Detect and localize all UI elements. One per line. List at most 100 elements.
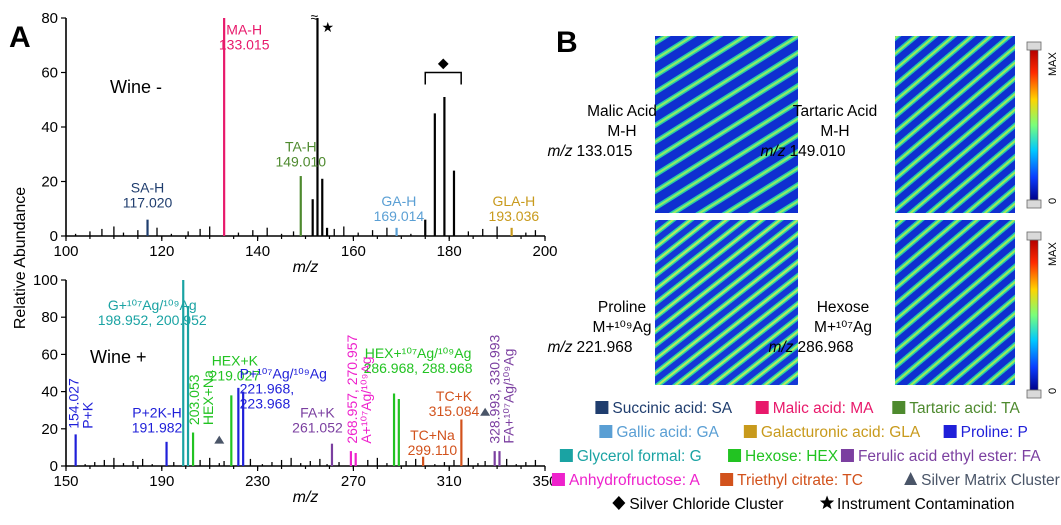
silver-matrix-triangle-icon: [480, 407, 491, 416]
peak-label-name: FA+¹⁰⁷Ag/¹⁰⁹Ag: [500, 349, 516, 444]
peak-label: G+¹⁰⁷Ag/¹⁰⁹Ag 198.952, 200.952: [98, 297, 207, 328]
peak-label-mz: 154.027: [66, 378, 82, 429]
x-tick-label: 180: [437, 243, 462, 260]
legend-swatch: [595, 401, 609, 414]
y-tick-label: 40: [41, 384, 58, 401]
spectrum-positive-title: Wine +: [90, 347, 147, 367]
peak-label: SA-H 117.020: [123, 179, 173, 210]
legend-swatch: [892, 401, 906, 414]
legend-label: Instrument Contamination: [837, 496, 1014, 513]
peak-label-mz: 299.110: [408, 442, 458, 458]
ms-image-mz-prefix: m/z: [548, 143, 573, 160]
peak-label-mz: 198.952, 200.952: [98, 312, 207, 328]
ms-image-ion: M+¹⁰⁹Ag: [593, 319, 652, 336]
peak-label: FA+K 261.052: [292, 405, 343, 436]
x-axis-title: m/z: [293, 259, 319, 276]
y-tick-label: 0: [50, 228, 58, 245]
y-tick-label: 80: [41, 10, 58, 27]
peak-label: 203.053HEX+Na: [186, 370, 216, 425]
colorbar-cap-top: [1026, 231, 1042, 241]
peak-label: P+¹⁰⁷Ag/¹⁰⁹Ag 221.968, 223.968: [240, 366, 327, 412]
peak-label: MA-H 133.015: [219, 21, 270, 52]
ms-image-fingerprint: [895, 220, 1015, 385]
y-tick-label: 40: [41, 119, 58, 136]
star-icon: ★: [321, 19, 334, 35]
x-axis-title: m/z: [293, 489, 319, 506]
x-tick-label: 120: [149, 243, 174, 260]
peak-label-mz: 203.053: [186, 374, 202, 425]
legend-swatch: [943, 425, 957, 438]
legend-swatch: [599, 425, 613, 438]
ms-image-mz: 221.968: [576, 339, 632, 356]
legend-swatch: [720, 473, 734, 486]
peak-label: GLA-H 193.036: [489, 193, 540, 224]
x-tick-label: 140: [245, 243, 270, 260]
peak-label-name: TC+K: [436, 388, 473, 404]
y-tick-label: 100: [33, 272, 58, 289]
colorbar: [1029, 239, 1039, 391]
peak-label: P+2K-H 191.982: [132, 405, 183, 436]
peak-label-name: P+K: [80, 401, 96, 429]
peak-label-mz: 191.982: [132, 420, 183, 436]
peak-label-name: HEX+K: [212, 353, 259, 369]
x-tick-label: 310: [437, 473, 462, 490]
peak-label-mz: 149.010: [275, 154, 326, 170]
colorbar-min-label: 0: [1047, 388, 1059, 394]
spectrum-negative-title: Wine -: [110, 77, 162, 97]
ms-image-compound: Malic Acid: [587, 103, 657, 120]
y-tick-label: 20: [41, 174, 58, 191]
peak-label: 328.993, 330.993FA+¹⁰⁷Ag/¹⁰⁹Ag: [486, 334, 516, 443]
peak-label-mz: 117.020: [123, 194, 173, 210]
legend-label: Proline: P: [961, 424, 1028, 441]
legend-label: Tartaric acid: TA: [909, 400, 1020, 417]
peak-label-name: TA-H: [285, 139, 317, 155]
ms-image-label: Hexose M+¹⁰⁷Ag m/z 286.968: [769, 299, 872, 356]
peak-label: 268.957, 270.957A+¹⁰⁷Ag/¹⁰⁹Ag: [344, 334, 374, 443]
peak-label-mz: 193.036: [489, 208, 540, 224]
legend-label: Triethyl citrate: TC: [737, 472, 863, 489]
peak-label-mz: 268.957, 270.957: [344, 334, 360, 443]
legend-label: Gallic acid: GA: [616, 424, 719, 441]
legend-swatch: [755, 401, 769, 414]
legend-swatch: [728, 449, 742, 462]
peak-label-name: A+¹⁰⁷Ag/¹⁰⁹Ag: [358, 356, 374, 443]
y-tick-label: 80: [41, 309, 58, 326]
ms-image-fingerprint: [655, 220, 798, 385]
peak-label-name: HEX+Na: [200, 370, 216, 425]
y-tick-label: 60: [41, 346, 58, 363]
peak-label-mz: 219.027: [210, 368, 261, 384]
legend-triangle-icon: [904, 472, 918, 485]
spectrum-negative: Wine - 100 120 140 160 180 200 0 20 40 60 80 m/z SA-…: [41, 9, 557, 276]
ms-image-label: Malic Acid M-H m/z 133.015: [548, 103, 657, 160]
peak-label: 154.027P+K: [66, 378, 96, 429]
legend-label: Glycerol formal: G: [577, 448, 702, 465]
colorbar-max-label: MAX: [1047, 52, 1059, 77]
peak-label-name: P+2K-H: [132, 405, 181, 421]
peak-label: TC+K 315.084: [429, 388, 480, 419]
legend-diamond-icon: [612, 496, 626, 510]
y-tick-label: 20: [41, 421, 58, 438]
peak-label-name: G+¹⁰⁷Ag/¹⁰⁹Ag: [108, 297, 197, 313]
ms-image-mz: 149.010: [789, 143, 845, 160]
ms-image-compound: Hexose: [817, 299, 870, 316]
silver-matrix-triangle-icon: [214, 435, 225, 444]
legend-label: Malic acid: MA: [773, 400, 874, 417]
axis-break-icon: ≈: [310, 9, 318, 25]
ms-image-compound: Proline: [598, 299, 646, 316]
legend-swatch: [559, 449, 573, 462]
peak-label-name: FA+K: [300, 405, 335, 421]
colorbar-cap-bottom: [1026, 199, 1042, 209]
ms-image-ion: M-H: [607, 123, 636, 140]
ms-image-label: Tartaric Acid M-H m/z 149.010: [761, 103, 878, 160]
ms-image-ion: M-H: [820, 123, 849, 140]
x-tick-label: 100: [53, 243, 78, 260]
ms-image-fingerprint: [895, 36, 1015, 213]
peak-label: TC+Na 299.110: [408, 427, 458, 458]
legend: Succinic acid: SA Malic acid: MA Tartaric …: [551, 400, 1060, 513]
peak-label-name: MA-H: [226, 21, 262, 37]
legend-swatch: [551, 473, 565, 486]
legend-label: Hexose: HEX: [745, 448, 839, 465]
peak-label-mz: 286.968, 288.968: [364, 360, 473, 376]
